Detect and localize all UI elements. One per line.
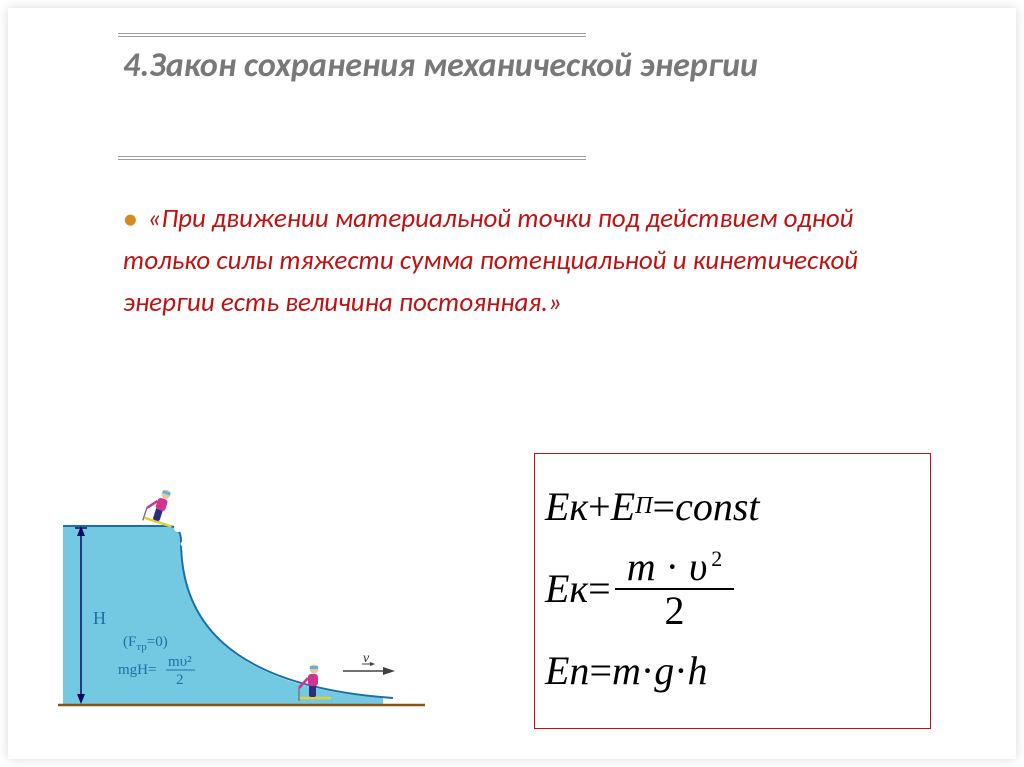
slope-fill [63,526,383,704]
snow-spray [174,524,182,532]
dot1: · [641,640,654,702]
g-sym: g [654,640,674,702]
svg-text:2: 2 [176,672,184,688]
height-label: H [93,608,106,628]
En-base: Еп [545,640,589,702]
formula-line-3: Еп = m · g · h [545,640,920,702]
eq-sign: = [653,476,676,538]
slope-diagram: H (Fтр=0) mgH= mυ² 2 v [53,486,433,746]
den: 2 [653,590,697,632]
fraction: m · υ2 2 [615,546,735,632]
snow-spray [181,542,186,547]
const-text: const [675,476,759,538]
num-dot: · [666,544,679,589]
slide-title: 4.Закон сохранения механической энергии [123,43,956,89]
h-sym: h [688,640,708,702]
formula-box: Ек + ЕП = const Ек = m · υ2 2 Еп = [534,453,931,729]
formula-line-2: Ек = m · υ2 2 [545,546,920,632]
velocity-arrow: v [343,651,395,675]
body-content: «При движении материальной точки под дей… [123,202,858,319]
Ep-sub: П [635,488,652,525]
svg-text:mgH=: mgH= [118,662,156,678]
dot2: · [674,640,687,702]
snow-spray [183,533,189,539]
Ep-base: Е [611,476,635,538]
slide-frame: 4.Закон сохранения механической энергии … [8,8,1016,759]
num-sup: 2 [711,546,722,571]
num-m: m [627,544,656,589]
svg-text:mυ²: mυ² [168,654,192,670]
num-v: υ [689,544,707,589]
slide-number: 4 [123,45,140,86]
body-text: ●«При движении материальной точки под де… [123,198,886,324]
eq-sign-3: = [589,640,612,702]
velocity-label: v [363,651,370,666]
Ek-symbol: Ек [545,476,588,538]
m-sym: m [612,640,641,702]
skier-top [143,486,182,529]
formula-line-1: Ек + ЕП = const [545,476,920,538]
eq-sign-2: = [588,558,611,620]
Ek-symbol-2: Ек [545,558,588,620]
plus-sign: + [588,476,611,538]
slide-title-text: Закон сохранения механической энергии [149,45,758,86]
bullet-icon: ● [123,205,138,234]
